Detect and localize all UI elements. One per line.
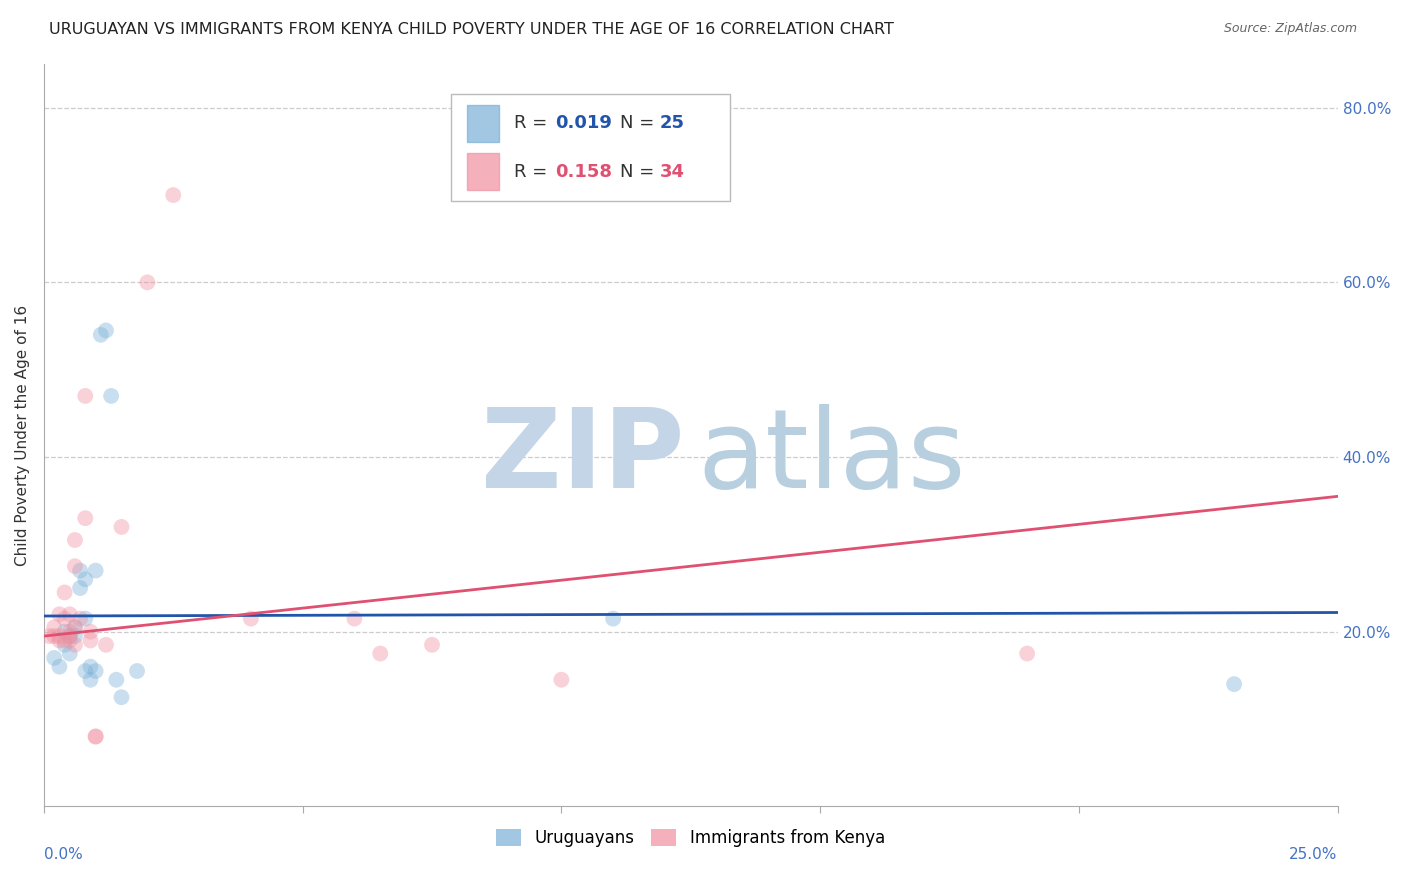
Point	[105, 673, 128, 687]
Point	[48, 629, 70, 643]
Point	[44, 651, 66, 665]
FancyBboxPatch shape	[467, 105, 499, 142]
Point	[162, 188, 184, 202]
Point	[53, 612, 76, 626]
Point	[69, 612, 91, 626]
Point	[48, 633, 70, 648]
Point	[94, 638, 117, 652]
Y-axis label: Child Poverty Under the Age of 16: Child Poverty Under the Age of 16	[15, 305, 30, 566]
Point	[1223, 677, 1246, 691]
Point	[69, 564, 91, 578]
Point	[79, 659, 101, 673]
Point	[602, 612, 624, 626]
Text: N =: N =	[620, 114, 659, 132]
Legend: Uruguayans, Immigrants from Kenya: Uruguayans, Immigrants from Kenya	[489, 822, 891, 854]
Point	[59, 647, 82, 661]
Point	[53, 638, 76, 652]
Point	[136, 276, 159, 290]
Point	[53, 633, 76, 648]
Point	[94, 323, 117, 337]
Text: 25.0%: 25.0%	[1289, 847, 1337, 863]
Point	[63, 638, 86, 652]
Point	[59, 624, 82, 639]
Point	[63, 533, 86, 547]
Point	[63, 559, 86, 574]
Point	[84, 664, 107, 678]
Point	[79, 673, 101, 687]
Point	[53, 585, 76, 599]
Point	[75, 572, 97, 586]
Point	[63, 629, 86, 643]
Text: N =: N =	[620, 162, 659, 181]
Point	[84, 730, 107, 744]
Point	[343, 612, 366, 626]
Text: URUGUAYAN VS IMMIGRANTS FROM KENYA CHILD POVERTY UNDER THE AGE OF 16 CORRELATION: URUGUAYAN VS IMMIGRANTS FROM KENYA CHILD…	[49, 22, 894, 37]
Text: atlas: atlas	[697, 404, 966, 511]
Point	[75, 664, 97, 678]
Point	[63, 620, 86, 634]
Text: 0.158: 0.158	[555, 162, 612, 181]
Point	[420, 638, 443, 652]
Text: R =: R =	[513, 162, 553, 181]
Text: Source: ZipAtlas.com: Source: ZipAtlas.com	[1223, 22, 1357, 36]
Point	[44, 620, 66, 634]
Text: R =: R =	[513, 114, 553, 132]
Text: 25: 25	[659, 114, 685, 132]
Point	[90, 327, 112, 342]
Point	[84, 564, 107, 578]
Point	[79, 633, 101, 648]
Point	[1017, 647, 1039, 661]
Point	[59, 629, 82, 643]
Point	[53, 624, 76, 639]
Point	[59, 629, 82, 643]
Point	[48, 659, 70, 673]
FancyBboxPatch shape	[451, 94, 730, 202]
Point	[48, 607, 70, 622]
Point	[59, 607, 82, 622]
Point	[59, 633, 82, 648]
Point	[63, 620, 86, 634]
Point	[79, 624, 101, 639]
Point	[239, 612, 262, 626]
Point	[38, 629, 60, 643]
Point	[110, 690, 132, 705]
FancyBboxPatch shape	[467, 153, 499, 190]
Point	[75, 511, 97, 525]
Point	[550, 673, 572, 687]
Point	[75, 389, 97, 403]
Point	[44, 629, 66, 643]
Point	[100, 389, 122, 403]
Point	[84, 730, 107, 744]
Point	[69, 581, 91, 595]
Text: ZIP: ZIP	[481, 404, 685, 511]
Text: 34: 34	[659, 162, 685, 181]
Point	[125, 664, 148, 678]
Text: 0.0%: 0.0%	[44, 847, 83, 863]
Text: 0.019: 0.019	[555, 114, 612, 132]
Point	[368, 647, 391, 661]
Point	[110, 520, 132, 534]
Point	[75, 612, 97, 626]
